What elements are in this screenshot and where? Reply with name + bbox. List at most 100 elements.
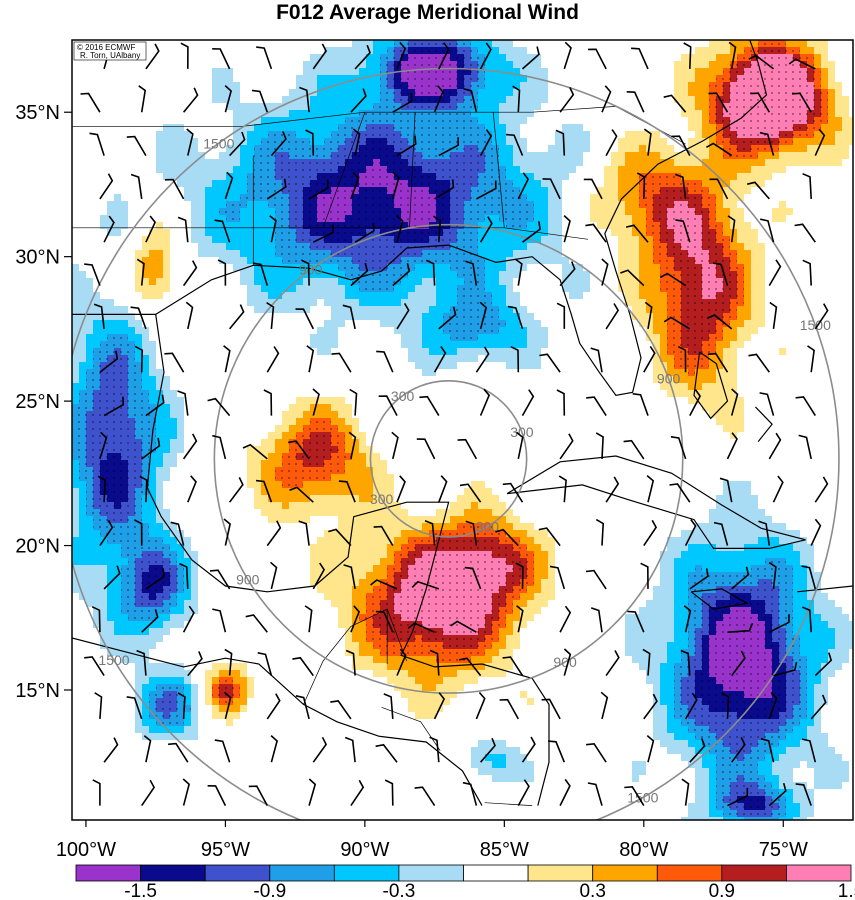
- field-cell: [282, 68, 290, 76]
- significance-stipple: [373, 131, 380, 138]
- field-cell: [184, 145, 192, 153]
- field-cell: [555, 124, 563, 132]
- significance-stipple: [520, 215, 527, 222]
- field-cell: [492, 117, 500, 125]
- significance-stipple: [660, 194, 667, 201]
- significance-stipple: [261, 187, 268, 194]
- field-cell: [597, 131, 605, 139]
- field-cell: [240, 103, 248, 111]
- field-cell: [695, 131, 703, 139]
- field-cell: [93, 180, 101, 188]
- field-cell: [149, 180, 157, 188]
- significance-stipple: [352, 208, 359, 215]
- field-cell: [226, 75, 234, 83]
- field-cell: [212, 138, 220, 146]
- field-cell: [128, 264, 136, 272]
- field-cell: [366, 61, 374, 69]
- field-cell: [520, 257, 528, 265]
- field-cell: [163, 173, 171, 181]
- field-cell: [695, 159, 703, 167]
- field-cell: [79, 201, 87, 209]
- field-cell: [436, 264, 444, 272]
- significance-stipple: [310, 194, 317, 201]
- significance-stipple: [282, 131, 289, 138]
- field-cell: [205, 40, 213, 48]
- field-cell: [828, 124, 836, 132]
- significance-stipple: [443, 208, 450, 215]
- significance-stipple: [247, 187, 254, 194]
- field-cell: [247, 243, 255, 251]
- field-cell: [128, 110, 136, 118]
- significance-stipple: [408, 243, 415, 250]
- field-cell: [555, 222, 563, 230]
- significance-stipple: [443, 68, 450, 75]
- field-cell: [765, 236, 773, 244]
- significance-stipple: [471, 243, 478, 250]
- field-cell: [219, 145, 227, 153]
- field-cell: [814, 138, 822, 146]
- field-cell: [198, 61, 206, 69]
- field-cell: [310, 110, 318, 118]
- significance-stipple: [338, 159, 345, 166]
- field-cell: [618, 124, 626, 132]
- significance-stipple: [464, 250, 471, 257]
- field-cell: [681, 68, 689, 76]
- field-cell: [821, 208, 829, 216]
- field-cell: [786, 250, 794, 258]
- field-cell: [821, 124, 829, 132]
- significance-stipple: [702, 243, 709, 250]
- significance-stipple: [471, 117, 478, 124]
- field-cell: [737, 250, 745, 258]
- significance-stipple: [506, 187, 513, 194]
- field-cell: [324, 271, 332, 279]
- field-cell: [226, 271, 234, 279]
- field-cell: [492, 250, 500, 258]
- significance-stipple: [436, 89, 443, 96]
- significance-stipple: [387, 201, 394, 208]
- significance-stipple: [450, 117, 457, 124]
- field-cell: [219, 180, 227, 188]
- field-cell: [639, 47, 647, 55]
- field-cell: [177, 208, 185, 216]
- significance-stipple: [394, 187, 401, 194]
- field-cell: [212, 229, 220, 237]
- significance-stipple: [338, 138, 345, 145]
- field-cell: [695, 166, 703, 174]
- significance-stipple: [765, 124, 772, 131]
- field-cell: [639, 40, 647, 48]
- significance-stipple: [282, 222, 289, 229]
- significance-stipple: [254, 166, 261, 173]
- field-cell: [149, 208, 157, 216]
- field-cell: [702, 180, 710, 188]
- field-cell: [163, 159, 171, 167]
- field-cell: [688, 89, 696, 97]
- field-cell: [198, 264, 206, 272]
- field-cell: [569, 222, 577, 230]
- field-cell: [786, 229, 794, 237]
- significance-stipple: [786, 61, 793, 68]
- field-cell: [681, 82, 689, 90]
- field-cell: [548, 173, 556, 181]
- field-cell: [254, 61, 262, 69]
- field-cell: [772, 194, 780, 202]
- field-cell: [121, 110, 129, 118]
- field-cell: [709, 145, 717, 153]
- field-cell: [142, 131, 150, 139]
- field-cell: [800, 243, 808, 251]
- field-cell: [205, 194, 213, 202]
- field-cell: [695, 47, 703, 55]
- significance-stipple: [667, 257, 674, 264]
- field-cell: [751, 236, 759, 244]
- field-cell: [163, 96, 171, 104]
- field-cell: [569, 96, 577, 104]
- field-cell: [191, 117, 199, 125]
- significance-stipple: [359, 215, 366, 222]
- significance-stipple: [800, 117, 807, 124]
- field-cell: [513, 117, 521, 125]
- field-cell: [695, 173, 703, 181]
- field-cell: [730, 229, 738, 237]
- significance-stipple: [800, 110, 807, 117]
- field-cell: [821, 68, 829, 76]
- field-cell: [163, 82, 171, 90]
- field-cell: [114, 61, 122, 69]
